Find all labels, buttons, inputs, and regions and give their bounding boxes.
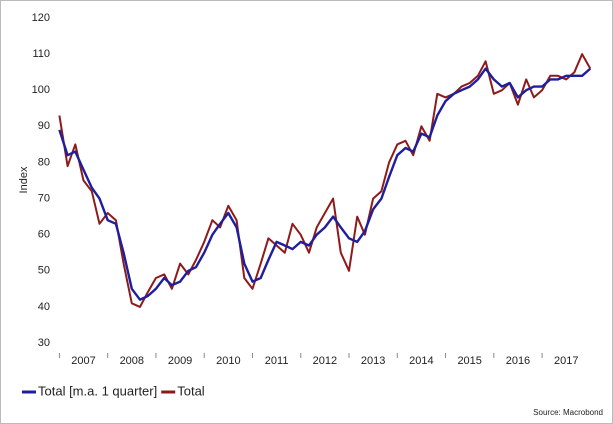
y-tick-label: 90 [38, 120, 50, 132]
series-line [58, 67, 592, 301]
x-tick-label: 2009 [168, 355, 192, 367]
y-tick-label: 80 [38, 156, 50, 168]
x-tick-label: 2012 [313, 355, 337, 367]
x-tick-label: 2008 [120, 355, 144, 367]
legend-label: Total [m.a. 1 quarter] [38, 383, 157, 398]
y-tick-label: 60 [38, 229, 50, 241]
y-tick-label: 110 [32, 48, 50, 60]
series-line [58, 53, 592, 308]
x-tick-label: 2013 [361, 355, 385, 367]
x-tick-label: 2017 [554, 355, 578, 367]
source: Source: Macrobond [533, 408, 603, 417]
legend-label: Total [177, 383, 205, 398]
y-tick-label: 100 [32, 84, 50, 96]
x-tick-label: 2016 [506, 355, 530, 367]
x-tick-label: 2015 [457, 355, 481, 367]
y-tick-label: 70 [38, 192, 50, 204]
y-tick-label: 50 [38, 265, 50, 277]
x-tick-label: 2014 [409, 355, 433, 367]
y-tick-label: 30 [38, 337, 50, 349]
y-tick-label: 120 [32, 12, 50, 24]
x-tick-label: 2010 [216, 355, 240, 367]
y-tick-label: 40 [38, 301, 50, 313]
y-axis-label: Index [18, 166, 30, 193]
x-tick-label: 2007 [71, 355, 95, 367]
x-tick-label: 2011 [265, 355, 289, 367]
